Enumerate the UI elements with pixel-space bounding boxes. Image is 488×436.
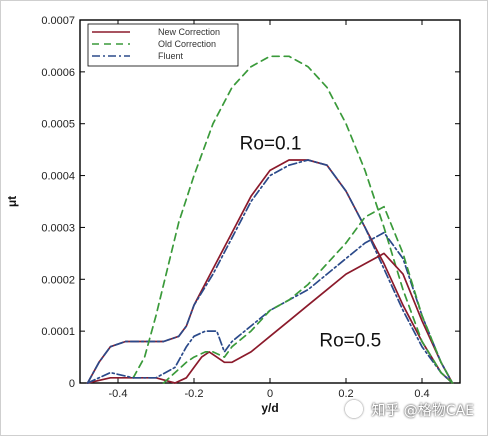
- watermark-text: 知乎 @格物CAE: [371, 403, 474, 419]
- legend-label: New Correction: [158, 27, 220, 37]
- series-line-old-correction-ro05: [162, 205, 454, 384]
- watermark: 知乎 @格物CAE: [344, 400, 474, 420]
- legend-box: [87, 23, 239, 67]
- y-tick-label: 0.0007: [41, 15, 75, 27]
- zhihu-logo-icon: [344, 400, 363, 418]
- plot-area-border: [79, 19, 461, 384]
- y-tick-label: 0.0006: [41, 67, 75, 79]
- x-tick-label: 0: [267, 388, 273, 400]
- series-line-new-correction-ro05: [86, 252, 454, 384]
- y-tick-label: 0.0002: [41, 274, 75, 286]
- legend-label: Old Correction: [158, 39, 216, 49]
- y-tick-label: 0.0005: [41, 119, 75, 131]
- annotation-label: Ro=0.1: [240, 134, 302, 155]
- x-axis-label: y/d: [261, 401, 278, 415]
- x-tick-label: -0.4: [109, 388, 128, 400]
- annotation-label: Ro=0.5: [319, 331, 381, 352]
- legend-label: Fluent: [158, 51, 184, 61]
- y-axis-label: μt: [5, 196, 19, 207]
- y-tick-label: 0.0003: [41, 222, 75, 234]
- series-line-old-correction-ro01: [132, 55, 454, 384]
- y-tick-label: 0: [69, 378, 75, 390]
- y-tick-label: 0.0001: [41, 326, 75, 338]
- y-tick-label: 0.0004: [41, 171, 75, 183]
- series-line-fluent-ro05: [86, 231, 454, 384]
- x-tick-label: 0.4: [414, 388, 429, 400]
- series-line-fluent-ro01: [86, 159, 454, 384]
- x-tick-label: 0.2: [338, 388, 353, 400]
- x-tick-label: -0.2: [185, 388, 204, 400]
